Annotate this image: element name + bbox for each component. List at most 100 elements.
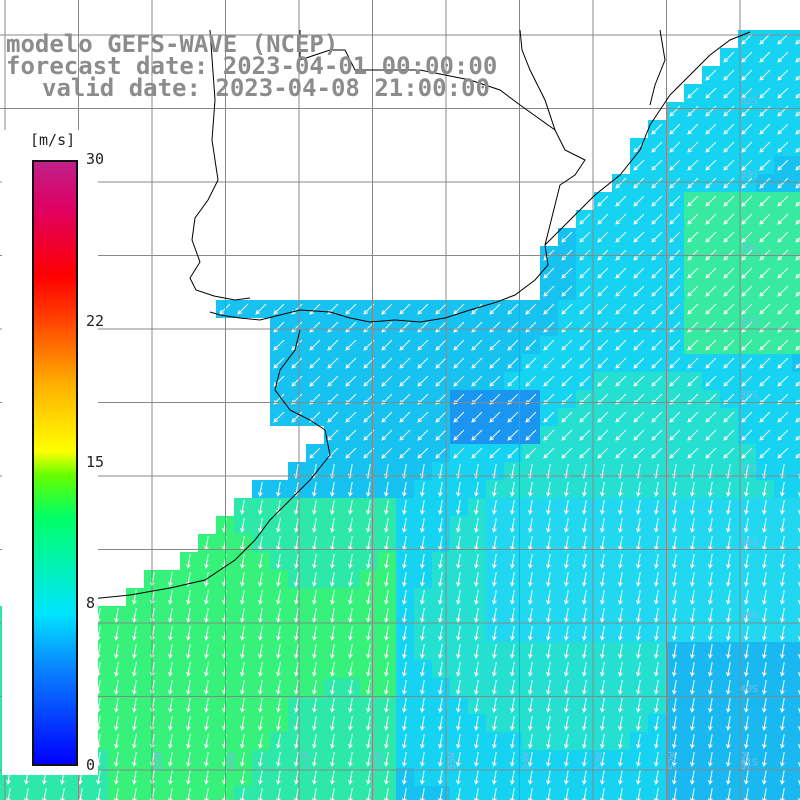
wind-arrow <box>241 734 245 748</box>
wind-arrow-head <box>726 761 731 767</box>
wind-arrow-head <box>528 743 533 749</box>
wind-arrow <box>543 303 555 315</box>
wind-arrow <box>759 177 771 189</box>
wind-arrow-head <box>726 779 731 785</box>
wind-arrow-head <box>399 399 405 405</box>
wind-arrow-head <box>654 581 659 587</box>
wind-arrow <box>295 752 299 766</box>
wind-arrow-head <box>240 581 245 587</box>
wind-arrow-head <box>330 509 335 515</box>
wind-arrow <box>561 303 573 315</box>
wind-arrow <box>705 69 717 81</box>
wind-arrow-head <box>582 761 587 767</box>
wind-arrow <box>781 554 785 568</box>
wind-arrow <box>651 303 663 315</box>
wind-arrow-head <box>309 363 315 369</box>
wind-arrow <box>601 500 605 514</box>
wind-arrow <box>205 626 209 640</box>
wind-arrow <box>403 590 407 604</box>
wind-arrow <box>273 339 285 351</box>
wind-arrow-head <box>276 689 281 695</box>
wind-arrow-head <box>597 345 603 351</box>
wind-arrow-head <box>474 563 479 569</box>
wind-arrow-head <box>582 671 587 677</box>
wind-arrow-head <box>327 363 333 369</box>
wind-arrow <box>565 482 569 496</box>
wind-arrow <box>741 285 753 297</box>
wind-arrow <box>727 572 731 586</box>
wind-arrow <box>741 375 753 387</box>
wind-arrow <box>115 626 119 640</box>
wind-arrow <box>633 357 645 369</box>
wind-arrow-head <box>705 93 711 99</box>
wind-arrow-head <box>492 617 497 623</box>
wind-arrow <box>741 429 753 441</box>
wind-arrow-head <box>690 563 695 569</box>
wind-arrow <box>435 321 447 333</box>
wind-arrow-head <box>600 581 605 587</box>
wind-arrow <box>741 69 753 81</box>
wind-arrow-head <box>186 725 191 731</box>
wind-arrow-head <box>507 417 513 423</box>
wind-arrow <box>241 626 245 640</box>
wind-arrow <box>97 734 101 748</box>
wind-arrow <box>259 770 263 784</box>
wind-arrow-head <box>402 491 407 497</box>
wind-arrow-head <box>366 761 371 767</box>
wind-arrow <box>313 626 317 640</box>
wind-arrow <box>759 447 771 459</box>
wind-arrow <box>313 644 317 658</box>
wind-arrow-head <box>381 345 387 351</box>
wind-arrow-head <box>579 309 585 315</box>
wind-arrow-head <box>240 653 245 659</box>
wind-arrow-head <box>312 563 317 569</box>
wind-arrow-head <box>276 653 281 659</box>
wind-arrow <box>525 447 537 459</box>
wind-arrow-head <box>687 111 693 117</box>
wind-arrow-head <box>345 381 351 387</box>
wind-arrow <box>453 357 465 369</box>
wind-arrow <box>295 734 299 748</box>
wind-arrow-head <box>561 255 567 261</box>
wind-arrow <box>597 303 609 315</box>
wind-arrow <box>723 303 735 315</box>
wind-arrow-head <box>417 345 423 351</box>
wind-arrow-head <box>579 273 585 279</box>
wind-arrow-head <box>723 93 729 99</box>
wind-arrow-head <box>240 689 245 695</box>
wind-arrow <box>781 662 785 676</box>
wind-arrow-head <box>777 417 783 423</box>
wind-arrow-head <box>618 509 623 515</box>
wind-arrow-head <box>597 273 603 279</box>
wind-arrow <box>777 177 789 189</box>
wind-arrow <box>403 644 407 658</box>
wind-arrow-head <box>492 671 497 677</box>
wind-arrow-head <box>600 527 605 533</box>
wind-arrow-head <box>507 399 513 405</box>
wind-cell <box>792 426 800 444</box>
wind-arrow-head <box>600 725 605 731</box>
wind-arrow <box>597 411 609 423</box>
wind-arrow-head <box>276 509 281 515</box>
wind-arrow <box>687 177 699 189</box>
wind-arrow-head <box>600 743 605 749</box>
wind-arrow <box>633 429 645 441</box>
wind-arrow <box>403 716 407 730</box>
wind-arrow-head <box>705 255 711 261</box>
wind-arrow-head <box>597 381 603 387</box>
wind-arrow <box>349 626 353 640</box>
wind-arrow <box>543 447 555 459</box>
wind-arrow-head <box>330 635 335 641</box>
wind-arrow-head <box>579 345 585 351</box>
wind-arrow-head <box>795 129 800 135</box>
wind-arrow <box>309 411 321 423</box>
wind-arrow <box>511 536 515 550</box>
wind-arrow <box>691 698 695 712</box>
wind-arrow-head <box>438 599 443 605</box>
wind-arrow-head <box>795 291 800 297</box>
latitude-label: 36S <box>740 390 758 401</box>
wind-arrow <box>417 303 429 315</box>
wind-arrow-head <box>24 779 29 785</box>
wind-arrow-head <box>456 581 461 587</box>
wind-arrow-head <box>384 617 389 623</box>
